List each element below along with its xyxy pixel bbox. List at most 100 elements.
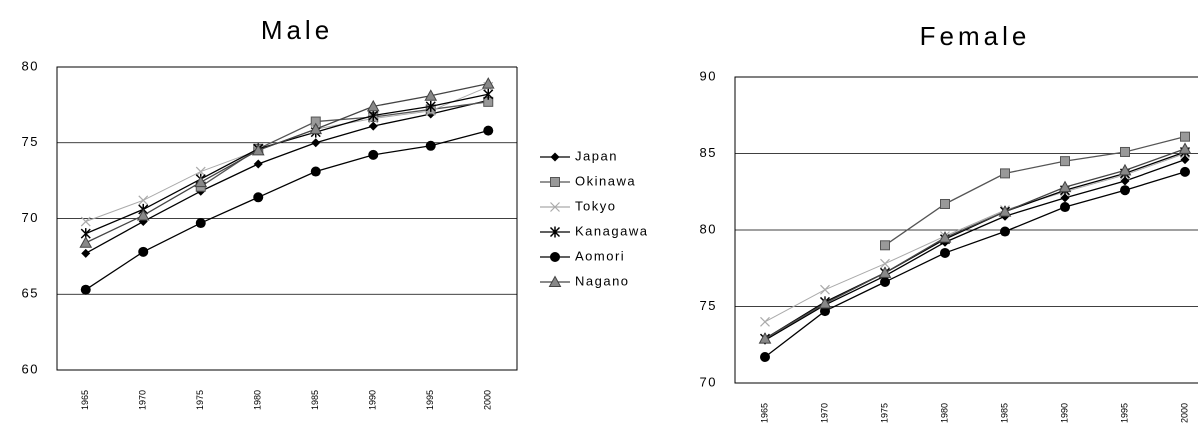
x-tick-label: 1980 — [253, 390, 263, 410]
y-tick-label: 75 — [22, 134, 39, 149]
marker — [1000, 226, 1010, 237]
marker — [368, 121, 378, 131]
marker — [425, 100, 436, 112]
marker — [368, 109, 379, 121]
marker — [195, 218, 206, 229]
marker — [1060, 156, 1070, 167]
x-tick-label: 1970 — [819, 403, 829, 423]
marker — [309, 122, 323, 135]
x-tick-label: 1985 — [310, 390, 320, 410]
marker — [368, 149, 379, 160]
y-tick-label: 70 — [22, 210, 39, 225]
x-tick-label: 1995 — [425, 390, 435, 410]
y-tick-label: 75 — [700, 298, 717, 313]
legend-label: Kanagawa — [575, 223, 648, 238]
series-line — [200, 101, 489, 188]
series-line — [764, 153, 1186, 323]
marker — [1120, 185, 1130, 196]
marker — [481, 77, 495, 89]
marker — [549, 226, 561, 238]
y-tick-label: 65 — [22, 286, 39, 301]
marker — [758, 332, 772, 344]
marker — [253, 192, 264, 203]
marker — [880, 258, 890, 269]
marker — [760, 351, 770, 362]
marker — [81, 248, 91, 258]
series-line — [764, 159, 1186, 341]
marker — [1180, 155, 1190, 165]
x-tick-label: 2000 — [1179, 403, 1189, 423]
marker — [548, 275, 562, 287]
x-tick-label: 1975 — [195, 390, 205, 410]
marker — [311, 138, 321, 148]
marker — [818, 296, 832, 309]
marker — [998, 205, 1012, 217]
marker — [1180, 131, 1190, 142]
marker — [366, 99, 380, 112]
y-tick-label: 90 — [700, 68, 717, 83]
marker — [80, 216, 91, 227]
legend-label: Tokyo — [575, 198, 616, 213]
marker — [550, 152, 560, 162]
series-line — [85, 130, 489, 291]
series-line — [764, 151, 1186, 340]
marker — [483, 88, 494, 100]
x-tick-label: 1995 — [1119, 403, 1129, 423]
x-tick-label: 1990 — [368, 390, 378, 410]
plot-frame — [56, 66, 518, 371]
marker — [251, 143, 265, 156]
series-line — [884, 136, 1186, 246]
legend-label: Okinawa — [575, 173, 636, 188]
marker — [940, 247, 950, 258]
marker — [550, 202, 560, 212]
marker — [138, 246, 149, 257]
x-tick-label: 1970 — [138, 390, 148, 410]
marker — [820, 306, 830, 317]
marker — [880, 240, 890, 251]
y-tick-label: 80 — [22, 58, 39, 73]
marker — [1178, 142, 1192, 154]
marker — [1180, 166, 1190, 177]
series-line — [764, 171, 1186, 358]
marker — [424, 89, 438, 101]
y-tick-label: 85 — [700, 145, 717, 160]
y-tick-label: 60 — [22, 361, 39, 376]
y-tick-label: 70 — [700, 374, 717, 389]
marker — [138, 195, 149, 206]
marker — [940, 198, 950, 209]
chart-title: Male — [261, 15, 333, 45]
x-tick-label: 1985 — [999, 403, 1009, 423]
series-line — [764, 148, 1186, 340]
marker — [1000, 168, 1010, 179]
x-tick-label: 2000 — [483, 390, 493, 410]
marker — [195, 166, 206, 177]
marker — [194, 175, 208, 188]
marker — [1060, 202, 1070, 213]
legend-label: Aomori — [575, 248, 625, 263]
x-tick-label: 1980 — [939, 403, 949, 423]
marker — [79, 236, 93, 248]
marker — [425, 140, 436, 151]
marker — [760, 316, 770, 327]
x-tick-label: 1965 — [759, 403, 769, 423]
marker — [80, 284, 91, 295]
plot-frame — [734, 76, 1198, 384]
series-line — [85, 83, 489, 244]
marker — [550, 252, 560, 262]
marker — [938, 231, 952, 243]
marker — [1060, 193, 1070, 203]
legend-label: Nagano — [575, 273, 630, 288]
series-line — [85, 93, 489, 235]
marker — [550, 177, 560, 187]
marker — [1120, 146, 1130, 157]
marker — [1120, 176, 1130, 186]
marker — [820, 284, 830, 295]
marker — [1058, 180, 1072, 193]
marker — [1118, 163, 1132, 176]
marker — [253, 159, 263, 169]
x-tick-label: 1965 — [80, 390, 90, 410]
marker — [880, 277, 890, 288]
series-line — [85, 99, 489, 254]
x-tick-label: 1975 — [879, 403, 889, 423]
